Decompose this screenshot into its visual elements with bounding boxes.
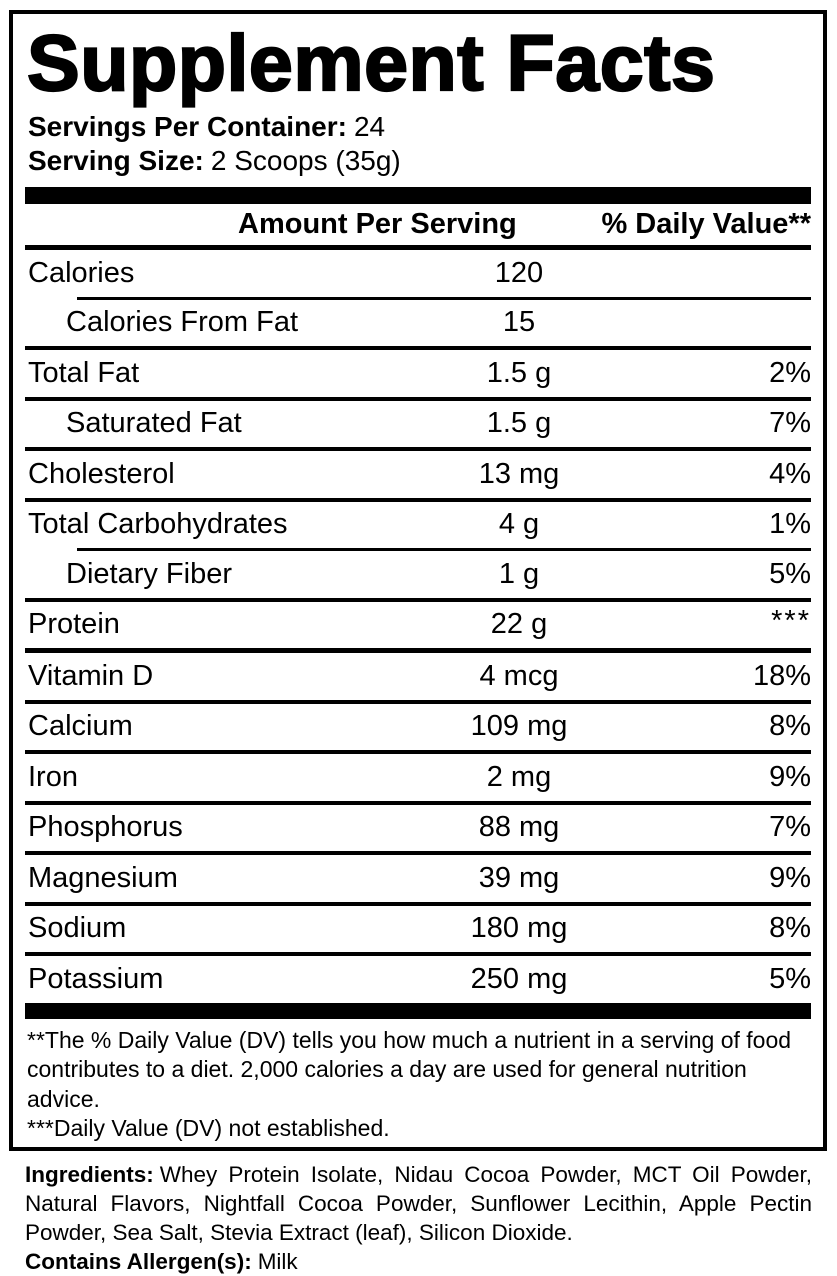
nutrient-amount: 250 mg xyxy=(470,962,568,995)
nutrient-row: Calories From Fat 15 xyxy=(25,300,811,347)
nutrient-row: Cholesterol 13 mg 4% xyxy=(25,451,811,498)
divider-bar-top xyxy=(25,187,811,204)
nutrient-amount: 39 mg xyxy=(478,861,560,894)
nutrient-rows: Calories 120 Calories From Fat 15 Total … xyxy=(25,250,811,1003)
nutrient-name: Dietary Fiber xyxy=(66,557,232,590)
serving-size-label: Serving Size: xyxy=(28,145,204,176)
nutrient-amount: 180 mg xyxy=(470,912,568,945)
footnote-daily-value: **The % Daily Value (DV) tells you how m… xyxy=(27,1026,792,1112)
nutrient-amount: 13 mg xyxy=(478,457,560,490)
nutrient-amount: 1.5 g xyxy=(486,356,552,389)
nutrient-name: Iron xyxy=(28,760,78,793)
nutrient-row: Saturated Fat 1.5 g 7% xyxy=(25,401,811,448)
serving-size-value: 2 Scoops (35g) xyxy=(210,145,401,176)
nutrient-daily-value: *** xyxy=(771,604,811,637)
label-title: Supplement Facts xyxy=(26,18,716,107)
row-separator-full xyxy=(25,497,811,502)
divider-bar-bottom xyxy=(25,1002,811,1019)
nutrient-name: Total Fat xyxy=(28,356,140,389)
row-separator-full xyxy=(25,750,811,754)
nutrient-amount: 1.5 g xyxy=(486,407,552,440)
nutrient-name: Phosphorus xyxy=(28,811,183,844)
amount-per-serving-header: Amount Per Serving xyxy=(238,208,517,240)
nutrient-name: Total Carbohydrates xyxy=(28,508,288,541)
nutrient-daily-value: 1% xyxy=(769,508,811,541)
footnote-not-established: ***Daily Value (DV) not established. xyxy=(27,1115,390,1141)
nutrient-amount: 88 mg xyxy=(478,811,560,844)
footnotes-section: **The % Daily Value (DV) tells you how m… xyxy=(13,1019,823,1144)
nutrient-daily-value: 9% xyxy=(769,861,811,894)
nutrient-row: Dietary Fiber 1 g 5% xyxy=(25,551,811,598)
nutrient-name: Calories xyxy=(28,256,135,289)
nutrient-daily-value: 5% xyxy=(769,557,811,590)
nutrient-row: Vitamin D 4 mcg 18% xyxy=(25,653,811,700)
nutrient-row: Total Fat 1.5 g 2% xyxy=(25,350,811,397)
allergen-line: Contains Allergen(s): Milk xyxy=(25,1247,812,1276)
nutrient-daily-value: 2% xyxy=(769,356,811,389)
nutrient-row: Magnesium 39 mg 9% xyxy=(25,855,811,902)
nutrient-amount: 2 mg xyxy=(486,760,552,793)
nutrient-name: Magnesium xyxy=(28,861,178,894)
nutrient-amount: 1 g xyxy=(498,557,540,590)
column-header-row: Amount Per Serving % Daily Value** xyxy=(25,204,811,250)
nutrient-name: Vitamin D xyxy=(28,659,154,692)
nutrient-amount: 22 g xyxy=(490,608,548,641)
row-separator-indent xyxy=(77,296,811,300)
nutrient-daily-value: 7% xyxy=(769,407,811,440)
nutrient-row: Sodium 180 mg 8% xyxy=(25,906,811,953)
ingredients-label: Ingredients: xyxy=(25,1162,154,1187)
nutrient-name: Protein xyxy=(28,608,120,641)
serving-size-line: Serving Size: 2 Scoops (35g) xyxy=(28,144,809,178)
nutrient-amount: 15 xyxy=(502,306,536,339)
nutrient-daily-value: 8% xyxy=(769,710,811,743)
servings-per-container-line: Servings Per Container: 24 xyxy=(28,110,809,144)
allergen-value: Milk xyxy=(257,1249,298,1274)
allergen-label: Contains Allergen(s): xyxy=(25,1249,252,1274)
nutrient-amount: 120 xyxy=(494,256,544,289)
ingredients-text: Whey Protein Isolate, Nidau Cocoa Powder… xyxy=(25,1162,812,1245)
daily-value-header: % Daily Value** xyxy=(601,208,811,240)
nutrient-name: Calories From Fat xyxy=(66,306,299,339)
nutrient-row: Iron 2 mg 9% xyxy=(25,754,811,801)
row-separator-full xyxy=(25,396,811,401)
nutrient-row: Phosphorus 88 mg 7% xyxy=(25,805,811,852)
nutrient-row: Total Carbohydrates 4 g 1% xyxy=(25,502,811,549)
nutrient-row: Calories 120 xyxy=(25,250,811,297)
nutrient-daily-value: 4% xyxy=(769,457,811,490)
servings-per-container-label: Servings Per Container: xyxy=(28,111,347,142)
row-separator-thick xyxy=(25,648,811,653)
row-separator-full xyxy=(25,800,811,805)
nutrient-daily-value: 7% xyxy=(769,811,811,844)
ingredients-line: Ingredients: Whey Protein Isolate, Nidau … xyxy=(25,1160,812,1247)
row-separator-full xyxy=(25,952,811,956)
nutrient-amount: 4 g xyxy=(498,508,540,541)
nutrient-daily-value: 8% xyxy=(769,912,811,945)
nutrient-name: Calcium xyxy=(28,710,133,743)
row-separator-indent xyxy=(77,548,811,551)
nutrient-row: Calcium 109 mg 8% xyxy=(25,704,811,751)
nutrient-name: Sodium xyxy=(28,912,127,945)
nutrient-name: Potassium xyxy=(28,962,164,995)
facts-box: Supplement Facts Servings Per Container:… xyxy=(9,10,827,1151)
nutrient-name: Cholesterol xyxy=(28,457,175,490)
servings-per-container-value: 24 xyxy=(353,111,386,142)
nutrient-row: Protein 22 g *** xyxy=(25,602,811,649)
row-separator-full xyxy=(25,901,811,906)
row-separator-full xyxy=(25,699,811,704)
nutrient-amount: 109 mg xyxy=(470,710,568,743)
nutrient-daily-value: 18% xyxy=(752,659,811,692)
nutrient-daily-value: 5% xyxy=(769,962,811,995)
serving-info: Servings Per Container: 24 Serving Size: 2… xyxy=(28,110,809,178)
row-separator-full xyxy=(25,851,811,855)
row-separator-full xyxy=(25,597,811,602)
nutrient-name: Saturated Fat xyxy=(66,407,242,440)
row-separator-full xyxy=(25,346,811,350)
nutrient-daily-value: 9% xyxy=(769,760,811,793)
row-separator-full xyxy=(25,447,811,451)
nutrient-row: Potassium 250 mg 5% xyxy=(25,956,811,1003)
ingredients-section: Ingredients: Whey Protein Isolate, Nidau … xyxy=(25,1160,812,1276)
nutrient-amount: 4 mcg xyxy=(479,659,559,692)
